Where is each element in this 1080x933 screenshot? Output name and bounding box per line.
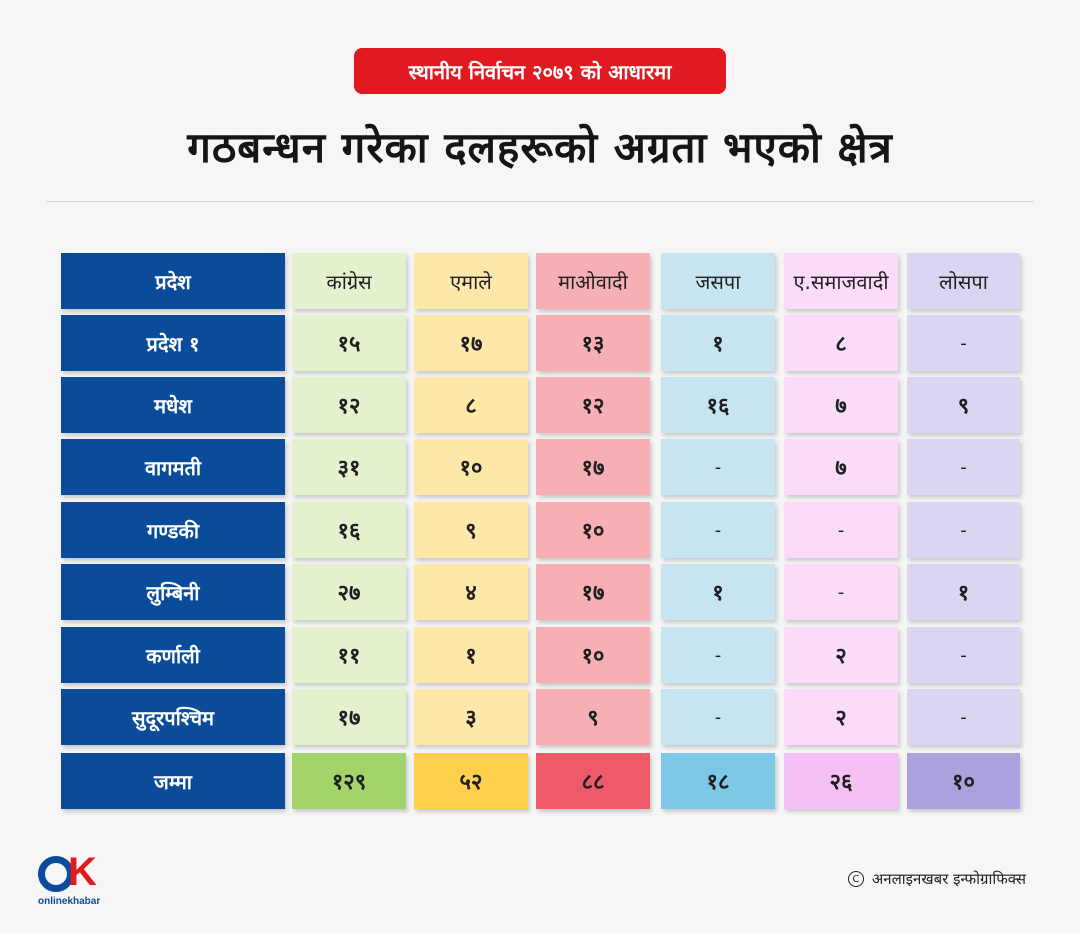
table-cell: ४ [414,564,528,620]
page-title: गठबन्धन गरेका दलहरूको अग्रता भएको क्षेत्… [187,123,893,172]
table-cell: १ [661,315,775,371]
table-cell: - [907,627,1020,683]
total-cell: २६ [784,753,898,809]
table-cell: १६ [292,502,406,558]
table-cell: ७ [784,377,898,433]
header-party-3: जसपा [661,253,775,309]
table-cell: १० [414,439,528,495]
table-cell: - [784,564,898,620]
header-party-1: एमाले [414,253,528,309]
table-cell: १ [414,627,528,683]
table-cell: - [907,502,1020,558]
total-cell: ५२ [414,753,528,809]
row-province-name: वागमती [61,439,285,495]
table-cell: १५ [292,315,406,371]
header-party-4: ए.समाजवादी [784,253,898,309]
table-cell: ३ [414,689,528,745]
row-province-name: सुदूरपश्चिम [61,689,285,745]
table-cell: - [907,315,1020,371]
table-cell: - [784,502,898,558]
table-cell: १२ [536,377,650,433]
table-cell: ७ [784,439,898,495]
table-cell: १ [661,564,775,620]
table-cell: - [907,689,1020,745]
table-cell: ३१ [292,439,406,495]
header-party-0: कांग्रेस [292,253,406,309]
total-label: जम्मा [61,753,285,809]
row-province-name: प्रदेश १ [61,315,285,371]
table-cell: ९ [536,689,650,745]
credit: C अनलाइनखबर इन्फोग्राफिक्स [847,869,1026,889]
logo-k-icon: K [68,850,97,894]
header-party-5: लोसपा [907,253,1020,309]
table-cell: - [907,439,1020,495]
table-cell: १० [536,502,650,558]
table-cell: ९ [414,502,528,558]
table-cell: - [661,502,775,558]
header-party-2: माओवादी [536,253,650,309]
logo-o-icon [38,856,74,892]
table-cell: ११ [292,627,406,683]
row-province-name: लुम्बिनी [61,564,285,620]
title-divider [46,201,1034,202]
table-cell: १२ [292,377,406,433]
row-province-name: गण्डकी [61,502,285,558]
header-province: प्रदेश [61,253,285,309]
table-cell: १७ [536,439,650,495]
row-province-name: मधेश [61,377,285,433]
table-cell: ८ [784,315,898,371]
total-cell: १२९ [292,753,406,809]
table-cell: १० [536,627,650,683]
copyright-icon: C [847,871,864,887]
table-cell: २७ [292,564,406,620]
credit-text: अनलाइनखबर इन्फोग्राफिक्स [871,870,1026,888]
table-cell: २ [784,627,898,683]
table-cell: १७ [292,689,406,745]
total-cell: १८ [661,753,775,809]
table-cell: १७ [536,564,650,620]
total-cell: १० [907,753,1020,809]
table-cell: - [661,439,775,495]
table-cell: १३ [536,315,650,371]
table-cell: ९ [907,377,1020,433]
table-cell: १६ [661,377,775,433]
table-cell: - [661,689,775,745]
table-cell: १७ [414,315,528,371]
logo-text: onlinekhabar [38,896,101,907]
row-province-name: कर्णाली [61,627,285,683]
table-cell: २ [784,689,898,745]
total-cell: ८८ [536,753,650,809]
table-cell: १ [907,564,1020,620]
source-badge: स्थानीय निर्वाचन २०७९ को आधारमा [354,48,726,94]
table-cell: - [661,627,775,683]
onlinekhabar-logo: K onlinekhabar [38,850,110,910]
table-cell: ८ [414,377,528,433]
